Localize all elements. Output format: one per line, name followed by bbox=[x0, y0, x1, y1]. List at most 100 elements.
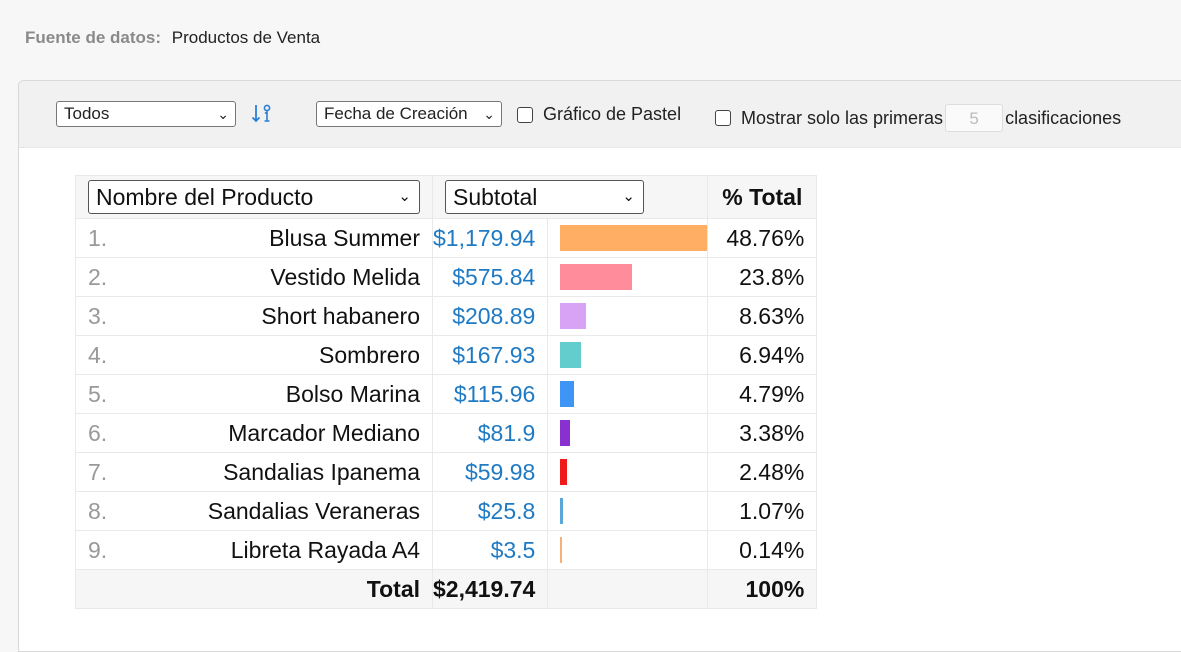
product-name: Blusa Summer bbox=[269, 224, 420, 251]
table-header-row: Nombre del Producto ⌄ Subtotal ⌄ % Total bbox=[75, 175, 818, 219]
data-source-value: Productos de Venta bbox=[171, 28, 321, 47]
share-bar bbox=[560, 537, 563, 563]
top-n-input[interactable]: 5 bbox=[945, 104, 1004, 132]
chevron-down-icon: ⌄ bbox=[217, 106, 229, 122]
rank-number: 5. bbox=[88, 380, 108, 407]
subtotal-column-select-value: Subtotal bbox=[453, 184, 538, 210]
table-row: 8. Sandalias Veraneras $25.8 1.07% bbox=[75, 491, 818, 531]
total-subtotal: $2,419.74 bbox=[431, 569, 549, 609]
rank-number: 4. bbox=[88, 341, 108, 368]
percent-value: 23.8% bbox=[707, 257, 818, 297]
product-cell-content: 1. Blusa Summer bbox=[76, 225, 432, 252]
rank-number: 7. bbox=[88, 458, 108, 485]
share-bar bbox=[560, 498, 564, 524]
rank-number: 1. bbox=[88, 224, 108, 251]
share-bar bbox=[560, 459, 568, 485]
subtotal-value: $1,179.94 bbox=[431, 218, 549, 258]
table-row: 5. Bolso Marina $115.96 4.79% bbox=[75, 374, 818, 414]
percent-value: 6.94% bbox=[707, 335, 818, 375]
percent-value: 3.38% bbox=[707, 413, 818, 453]
share-bar bbox=[560, 420, 571, 446]
product-cell: 3. Short habanero bbox=[75, 296, 433, 336]
subtotal-column-header: Subtotal ⌄ bbox=[431, 175, 709, 219]
percent-value: 8.63% bbox=[707, 296, 818, 336]
top-n-prefix-label: Mostrar solo las primeras bbox=[741, 107, 944, 128]
pct-column-header: % Total bbox=[707, 175, 818, 219]
share-bar-cell bbox=[547, 257, 709, 297]
pie-chart-label: Gráfico de Pastel bbox=[543, 104, 682, 124]
table-row: 1. Blusa Summer $1,179.94 48.76% bbox=[75, 218, 818, 258]
percent-value: 0.14% bbox=[707, 530, 818, 570]
product-name: Marcador Mediano bbox=[228, 419, 420, 446]
total-label: Total bbox=[75, 569, 433, 609]
pie-chart-toggle[interactable]: Gráfico de Pastel bbox=[517, 104, 681, 125]
product-name: Sombrero bbox=[319, 341, 420, 368]
product-cell: 5. Bolso Marina bbox=[75, 374, 433, 414]
data-source-label: Fuente de datos: bbox=[25, 28, 162, 47]
product-name: Bolso Marina bbox=[285, 380, 420, 407]
share-bar bbox=[560, 303, 587, 329]
table-row: 4. Sombrero $167.93 6.94% bbox=[75, 335, 818, 375]
subtotal-value: $208.89 bbox=[431, 296, 549, 336]
sort-order-icon[interactable] bbox=[251, 102, 275, 126]
product-cell-content: 6. Marcador Mediano bbox=[76, 420, 432, 447]
product-cell: 7. Sandalias Ipanema bbox=[75, 452, 433, 492]
subtotal-value: $167.93 bbox=[431, 335, 549, 375]
table-row: 9. Libreta Rayada A4 $3.5 0.14% bbox=[75, 530, 818, 570]
subtotal-column-select[interactable]: Subtotal ⌄ bbox=[445, 180, 644, 214]
top-n-suffix-label: clasificaciones bbox=[1005, 107, 1122, 128]
table-row: 6. Marcador Mediano $81.9 3.38% bbox=[75, 413, 818, 453]
sort-field-select[interactable]: Fecha de Creación ⌄ bbox=[316, 101, 502, 127]
table-row: 7. Sandalias Ipanema $59.98 2.48% bbox=[75, 452, 818, 492]
total-bar-cell bbox=[547, 569, 709, 609]
percent-value: 4.79% bbox=[707, 374, 818, 414]
product-name: Sandalias Veraneras bbox=[207, 497, 420, 524]
product-cell-content: 7. Sandalias Ipanema bbox=[76, 459, 432, 486]
share-bar-cell bbox=[547, 335, 709, 375]
top-n-toggle[interactable]: Mostrar solo las primeras 5 clasificacio… bbox=[715, 104, 1121, 132]
product-cell-content: 8. Sandalias Veraneras bbox=[76, 498, 432, 525]
share-bar bbox=[560, 264, 633, 290]
total-pct: 100% bbox=[707, 569, 818, 609]
chevron-down-icon: ⌄ bbox=[622, 188, 635, 205]
total-row: Total $2,419.74 100% bbox=[75, 569, 818, 609]
percent-value: 48.76% bbox=[707, 218, 818, 258]
product-name: Vestido Melida bbox=[270, 263, 420, 290]
top-n-checkbox[interactable] bbox=[715, 110, 731, 126]
name-column-select[interactable]: Nombre del Producto ⌄ bbox=[88, 180, 420, 214]
table-row: 3. Short habanero $208.89 8.63% bbox=[75, 296, 818, 336]
share-bar-cell bbox=[547, 296, 709, 336]
product-cell: 6. Marcador Mediano bbox=[75, 413, 433, 453]
product-name: Libreta Rayada A4 bbox=[230, 536, 420, 563]
percent-value: 1.07% bbox=[707, 491, 818, 531]
rank-number: 8. bbox=[88, 497, 108, 524]
product-cell-content: 3. Short habanero bbox=[76, 303, 432, 330]
share-bar-cell bbox=[547, 452, 709, 492]
product-name: Short habanero bbox=[261, 302, 420, 329]
data-source-line: Fuente de datos: Productos de Venta bbox=[25, 28, 320, 48]
share-bar-cell bbox=[547, 491, 709, 531]
product-cell-content: 4. Sombrero bbox=[76, 342, 432, 369]
product-cell-content: 2. Vestido Melida bbox=[76, 264, 432, 291]
product-cell-content: 9. Libreta Rayada A4 bbox=[76, 537, 432, 564]
chevron-down-icon: ⌄ bbox=[398, 188, 411, 205]
subtotal-value: $115.96 bbox=[431, 374, 549, 414]
share-bar bbox=[560, 342, 582, 368]
sort-field-value: Fecha de Creación bbox=[324, 104, 468, 123]
rank-number: 3. bbox=[88, 302, 108, 329]
table-row: 2. Vestido Melida $575.84 23.8% bbox=[75, 257, 818, 297]
rank-number: 2. bbox=[88, 263, 108, 290]
product-name: Sandalias Ipanema bbox=[223, 458, 420, 485]
filter-select[interactable]: Todos ⌄ bbox=[56, 101, 236, 127]
share-bar bbox=[560, 381, 575, 407]
pie-chart-checkbox[interactable] bbox=[517, 106, 533, 123]
share-bar-cell bbox=[547, 374, 709, 414]
rank-number: 6. bbox=[88, 419, 108, 446]
subtotal-value: $81.9 bbox=[431, 413, 549, 453]
name-column-header: Nombre del Producto ⌄ bbox=[75, 175, 433, 219]
subtotal-value: $575.84 bbox=[431, 257, 549, 297]
share-bar bbox=[560, 225, 708, 251]
share-bar-cell bbox=[547, 218, 709, 258]
product-cell: 4. Sombrero bbox=[75, 335, 433, 375]
report-panel: Todos ⌄ Fecha de Creación ⌄ Gráfico de P… bbox=[18, 80, 1181, 652]
